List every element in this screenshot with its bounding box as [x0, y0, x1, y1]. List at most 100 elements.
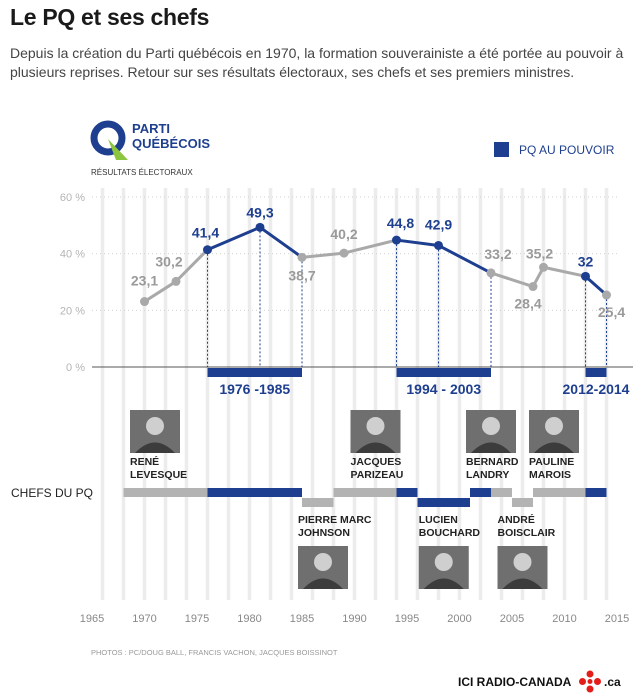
- data-point: [539, 262, 548, 272]
- data-point: [581, 271, 590, 281]
- chef-shoulders-icon: [534, 442, 574, 453]
- chef-term-bar: [533, 488, 607, 497]
- chef-name: LANDRY: [466, 469, 509, 481]
- x-tick-label: 1995: [395, 613, 419, 625]
- chef-shoulders-icon: [471, 442, 511, 453]
- series-segment: [143, 279, 178, 304]
- chef-premier-bar: [207, 488, 302, 497]
- data-label: 41,4: [192, 225, 219, 241]
- brand-suffix: .ca: [604, 675, 621, 689]
- data-point: [171, 276, 181, 286]
- data-point: [203, 245, 212, 255]
- chef-portrait-icon: [434, 553, 453, 571]
- data-point: [339, 248, 349, 258]
- legend-label: PQ AU POUVOIR: [519, 143, 615, 157]
- series-segment: [174, 248, 209, 283]
- chefs-label: CHEFS DU PQ: [11, 486, 93, 500]
- chef-term-bar: [333, 488, 418, 497]
- logo-circle-icon: [90, 120, 126, 156]
- chef-shoulders-icon: [303, 578, 343, 589]
- data-point: [392, 235, 401, 245]
- chef-photo: [350, 410, 401, 453]
- chef-portrait-icon: [482, 417, 500, 435]
- chef-photo: [130, 410, 180, 453]
- chef-portrait-icon: [314, 553, 332, 571]
- logo-line-1: PARTI: [132, 121, 170, 136]
- power-period-bar: [207, 368, 302, 377]
- chef-name: BOISCLAIR: [498, 527, 556, 539]
- page-title: Le PQ et ses chefs: [10, 4, 210, 30]
- logo-arrow-icon: [108, 139, 128, 160]
- data-label: 23,1: [131, 273, 158, 289]
- chef-premier-bar: [585, 488, 607, 497]
- series-segment: [342, 238, 398, 255]
- chef-term-bar: [302, 498, 334, 507]
- results-series: 23,1 30,2 41,4 49,3 38,7 40,2 44,8 42,9 33,2 28,4…: [131, 204, 625, 367]
- chef-name: JACQUES: [351, 456, 402, 468]
- data-point: [434, 240, 443, 250]
- chef-portrait-icon: [146, 417, 164, 435]
- section-label: RÉSULTATS ÉLECTORAUX: [91, 168, 193, 177]
- data-label: 40,2: [330, 226, 357, 242]
- series-segment: [437, 243, 493, 275]
- pq-logo: PARTI QUÉBÉCOIS: [90, 120, 210, 160]
- y-tick-label: 60 %: [60, 192, 85, 204]
- data-point: [486, 268, 496, 278]
- chef-name: PARIZEAU: [351, 469, 404, 481]
- chef-name: ANDRÉ: [498, 513, 535, 526]
- photo-credits: PHOTOS : PC/DOUG BALL, FRANCIS VACHON, J…: [91, 648, 338, 657]
- chef-shoulders-icon: [502, 578, 543, 589]
- series-segment: [206, 225, 262, 252]
- chef-photo: [298, 546, 348, 589]
- chef-name: JOHNSON: [298, 527, 350, 539]
- series-segment: [395, 238, 440, 247]
- x-tick-label: 1975: [185, 613, 209, 625]
- x-tick-label: 2015: [605, 613, 629, 625]
- series-segment: [584, 274, 608, 297]
- series-segment: [489, 271, 535, 289]
- data-label: 28,4: [514, 296, 541, 312]
- data-point: [255, 222, 265, 232]
- chef-shoulders-icon: [355, 442, 396, 453]
- chef-photo: [418, 546, 469, 589]
- y-tick-label: 40 %: [60, 249, 85, 261]
- power-period-bar: [396, 368, 491, 377]
- brand-name: ICI RADIO-CANADA: [458, 675, 572, 689]
- x-axis: 1965 1970 1975 1980 1985 1990 1995 2000 2005 2010…: [80, 613, 629, 625]
- x-tick-label: 2010: [552, 613, 576, 625]
- radio-canada-gem-icon: [579, 670, 601, 693]
- chef-photo: [466, 410, 516, 453]
- chef-name: PIERRE MARC: [298, 514, 372, 526]
- data-label: 25,4: [598, 304, 625, 320]
- chef-term-bar: [512, 498, 533, 507]
- x-tick-label: 1990: [342, 613, 366, 625]
- power-period-bar: [585, 368, 607, 377]
- series-segment: [300, 251, 346, 259]
- x-tick-label: 2000: [447, 613, 471, 625]
- data-label: 42,9: [425, 216, 452, 232]
- chef-portrait-icon: [513, 553, 532, 571]
- power-period-label: 1994 - 2003: [406, 381, 481, 397]
- chef-shoulders-icon: [423, 578, 464, 589]
- y-tick-label: 0 %: [66, 362, 85, 374]
- data-label: 30,2: [155, 253, 182, 269]
- series-segment: [542, 265, 587, 278]
- chef-portrait-icon: [366, 417, 385, 435]
- x-tick-label: 1970: [132, 613, 156, 625]
- chef-premier-bar: [470, 488, 491, 497]
- data-point: [602, 290, 611, 300]
- data-label: 32: [578, 253, 594, 269]
- legend: PQ AU POUVOIR: [494, 142, 615, 157]
- x-tick-label: 1965: [80, 613, 104, 625]
- chef-premier-bar: [417, 498, 470, 507]
- power-period-label: 2012-2014: [563, 381, 630, 397]
- intro-text: Depuis la création du Parti québécois en…: [10, 45, 624, 80]
- chef-photo: [497, 546, 548, 589]
- data-label: 38,7: [288, 267, 315, 283]
- chef-name: LUCIEN: [419, 514, 458, 526]
- x-tick-label: 1985: [290, 613, 314, 625]
- data-point: [297, 252, 307, 262]
- chef-shoulders-icon: [135, 442, 175, 453]
